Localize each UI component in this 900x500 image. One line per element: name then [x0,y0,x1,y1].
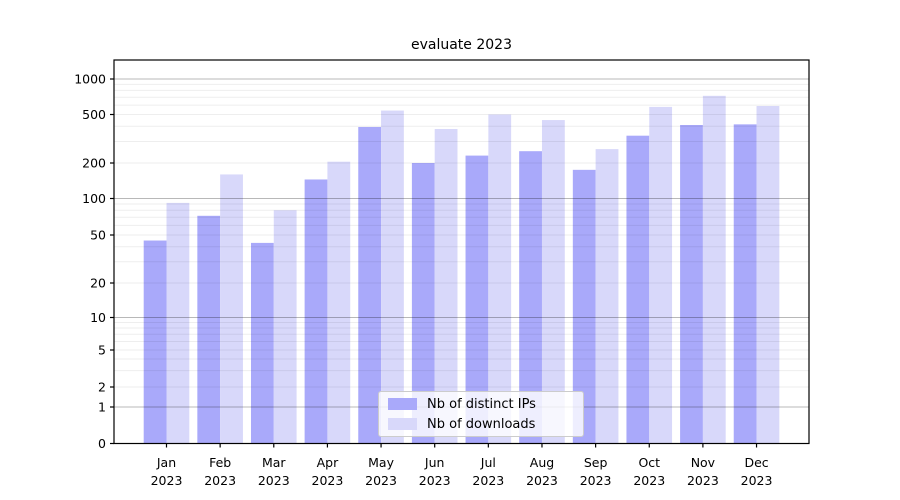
legend-label-downloads: Nb of downloads [427,416,536,432]
bar-jul-distinct-ips [465,155,489,444]
x-tick-label-year: 2023 [365,473,397,488]
y-tick-label: 5 [98,342,106,357]
x-tick-label-month: Sep [584,455,608,470]
bar-apr-distinct-ips [304,179,328,444]
bar-oct-distinct-ips [626,135,650,444]
x-tick-label-year: 2023 [526,473,558,488]
legend-swatch-downloads [388,418,417,430]
bar-sep-downloads [595,149,619,444]
bar-may-distinct-ips [358,126,382,444]
bar-may-downloads [381,110,404,444]
y-tick-label: 2 [98,379,106,394]
x-tick-label-month: Feb [209,455,231,470]
x-tick-label-month: Apr [317,455,339,470]
bar-aug-downloads [541,120,565,444]
x-tick-label-year: 2023 [580,473,612,488]
x-tick-label-year: 2023 [633,473,665,488]
y-tick-label: 0 [98,436,106,451]
bar-mar-downloads [273,210,297,444]
x-tick-label-month: Mar [262,455,286,470]
x-tick-label-month: Aug [530,455,554,470]
x-tick-label-year: 2023 [258,473,290,488]
legend-item-downloads: Nb of downloads [388,416,583,433]
x-tick-label-year: 2023 [151,473,183,488]
y-tick-label: 200 [82,155,106,170]
x-tick-label-month: Jan [156,455,176,470]
bar-mar-distinct-ips [250,242,274,444]
bar-sep-distinct-ips [572,169,596,444]
x-tick-label-month: Oct [638,455,660,470]
bar-feb-downloads [220,174,243,444]
legend: Nb of distinct IPs Nb of downloads [378,391,584,437]
y-tick-label: 50 [90,227,106,242]
x-tick-label-year: 2023 [687,473,719,488]
y-tick-label: 20 [90,275,106,290]
bar-jun-downloads [434,129,458,444]
bar-jan-distinct-ips [143,240,167,444]
bar-dec-distinct-ips [733,124,757,444]
legend-swatch-distinct-ips [388,398,417,410]
x-tick-label-year: 2023 [312,473,344,488]
y-tick-label: 100 [82,191,106,206]
y-tick-label: 10 [90,310,106,325]
x-tick-label-year: 2023 [741,473,773,488]
bar-apr-downloads [327,161,351,444]
bar-jan-downloads [166,202,190,444]
legend-item-distinct-ips: Nb of distinct IPs [388,396,583,413]
y-tick-label: 1 [98,399,106,414]
x-tick-label-year: 2023 [204,473,236,488]
x-tick-label-month: Dec [744,455,768,470]
x-tick-label-year: 2023 [419,473,451,488]
bar-dec-downloads [756,106,780,444]
x-tick-label-year: 2023 [472,473,504,488]
y-tick-label: 1000 [74,71,106,86]
legend-label-distinct-ips: Nb of distinct IPs [427,396,536,412]
x-tick-label-month: May [368,455,394,470]
x-tick-label-month: Nov [691,455,716,470]
chart-title: evaluate 2023 [410,37,512,53]
bar-oct-downloads [649,106,673,444]
bar-jun-distinct-ips [411,163,435,444]
bar-jul-downloads [488,114,512,444]
y-tick-label: 500 [82,107,106,122]
bar-nov-downloads [702,95,726,444]
plot-frame [113,59,810,445]
x-tick-label-month: Jul [480,455,496,470]
bar-feb-distinct-ips [197,215,221,444]
x-tick-label-month: Jun [424,455,445,470]
bar-aug-distinct-ips [519,151,542,444]
bar-nov-distinct-ips [680,125,703,444]
